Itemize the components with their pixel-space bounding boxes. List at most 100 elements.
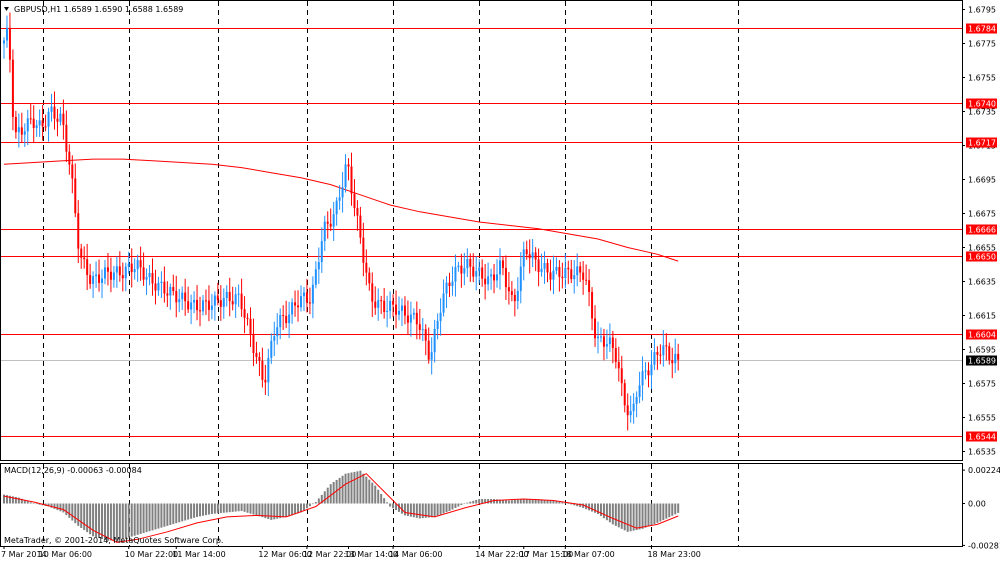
- candle-body: [166, 293, 169, 296]
- candle-body: [163, 281, 166, 294]
- macd-bar: [564, 502, 567, 504]
- macd-bar: [614, 503, 617, 526]
- candle-body: [77, 213, 80, 249]
- time-tick-label: 12 Mar 22:00: [303, 550, 356, 559]
- price-axis: 1.67951.67751.67551.67351.67151.66951.66…: [962, 6, 996, 457]
- macd-bar: [276, 503, 279, 519]
- macd-bar: [130, 503, 133, 537]
- macd-bar: [588, 503, 591, 511]
- candle-body: [347, 164, 350, 167]
- candle-body: [11, 59, 14, 117]
- macd-bar: [597, 503, 599, 514]
- candle-body: [457, 265, 460, 268]
- macd-panel[interactable]: [3, 464, 739, 546]
- macd-bar: [579, 503, 582, 508]
- candle-body: [282, 315, 285, 317]
- macd-bar: [338, 477, 341, 504]
- macd-bar: [20, 498, 23, 504]
- level-tag: [966, 224, 997, 235]
- macd-bar: [605, 503, 608, 521]
- candle-body: [552, 270, 555, 280]
- candle-body: [181, 292, 184, 300]
- macd-bar: [154, 503, 157, 530]
- macd-bar: [308, 503, 311, 507]
- candlesticks: [3, 12, 680, 431]
- macd-bar: [285, 503, 288, 517]
- candle-body: [543, 263, 546, 269]
- candle-body: [20, 127, 23, 135]
- candle-body: [258, 357, 261, 361]
- current-price-label: 1.6589: [968, 357, 996, 366]
- macd-bar: [157, 503, 160, 529]
- triangle-down-icon[interactable]: [4, 7, 9, 11]
- level-tag: [966, 137, 997, 148]
- macd-bar: [525, 499, 528, 504]
- candle-body: [231, 301, 234, 305]
- candle-body: [528, 254, 531, 259]
- candle-body: [377, 300, 380, 308]
- macd-bar: [199, 503, 202, 517]
- macd-bar: [323, 491, 326, 504]
- macd-bar: [207, 503, 210, 515]
- horizontal-levels[interactable]: [1, 28, 962, 437]
- macd-bar: [487, 499, 490, 504]
- macd-bar: [300, 503, 302, 513]
- macd-bar: [460, 503, 463, 505]
- symbol-header: GBPUSD,H1 1.6589 1.6590 1.6588 1.6589: [4, 5, 183, 14]
- macd-bar: [617, 503, 620, 528]
- candle-body: [436, 320, 439, 329]
- candle-body: [403, 305, 406, 316]
- candle-body: [50, 106, 53, 112]
- candle-body: [106, 267, 109, 272]
- macd-bar: [62, 503, 65, 513]
- candle-body: [490, 274, 493, 277]
- candle-body: [127, 263, 130, 267]
- candle-body: [201, 300, 204, 312]
- candle-body: [68, 151, 71, 165]
- macd-bar: [166, 503, 169, 526]
- macd-bar: [567, 503, 570, 505]
- macd-bar: [216, 503, 219, 514]
- macd-bar: [3, 494, 5, 504]
- macd-bar: [65, 503, 68, 516]
- macd-indicator-label: MACD(12,26,9) -0.00063 -0.00084: [4, 466, 142, 475]
- candle-body: [481, 267, 484, 279]
- macd-bar: [522, 499, 525, 504]
- candle-body: [249, 318, 252, 334]
- candle-body: [184, 292, 187, 302]
- macd-bar: [641, 503, 644, 529]
- candle-body: [522, 249, 525, 267]
- price-tick-label: 1.6635: [968, 278, 996, 287]
- price-tick-label: 1.6595: [968, 346, 996, 355]
- price-tick-label: 1.6775: [968, 40, 996, 49]
- macd-bar: [38, 503, 41, 505]
- macd-bar: [160, 503, 163, 528]
- macd-bar: [677, 503, 680, 513]
- candle-body: [662, 345, 665, 356]
- candle-body: [216, 295, 219, 301]
- macd-bar: [26, 501, 29, 504]
- macd-bar: [121, 503, 124, 540]
- macd-bar: [320, 494, 323, 504]
- price-panel[interactable]: [1, 1, 962, 460]
- price-tick-label: 1.6795: [968, 6, 996, 15]
- candle-body: [427, 340, 430, 360]
- macd-bar: [409, 503, 412, 517]
- macd-bar: [418, 503, 421, 519]
- candle-body: [549, 272, 552, 280]
- candle-body: [448, 282, 451, 287]
- candle-body: [365, 262, 368, 273]
- macd-bar: [647, 503, 650, 527]
- candle-body: [190, 302, 193, 310]
- macd-bar: [454, 503, 457, 508]
- macd-tick-label: -0.00281: [968, 541, 1000, 550]
- candle-body: [225, 291, 228, 299]
- macd-bar: [83, 503, 86, 531]
- macd-bar: [213, 503, 216, 514]
- macd-bar: [478, 499, 481, 504]
- candle-body: [531, 252, 534, 259]
- candle-body: [487, 276, 490, 285]
- candle-body: [276, 327, 279, 337]
- level-tag-label: 1.6604: [968, 331, 996, 340]
